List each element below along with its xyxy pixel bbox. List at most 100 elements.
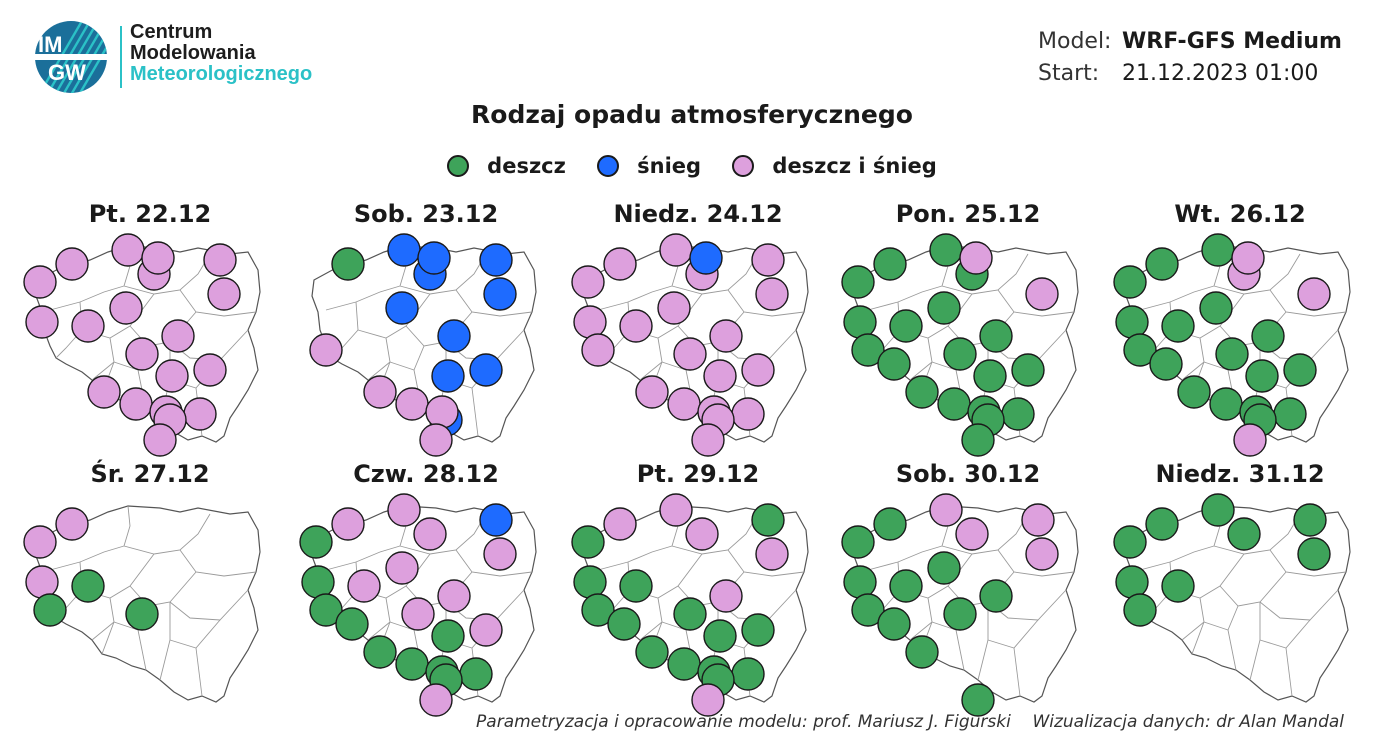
region-border <box>123 505 131 547</box>
precip-marker-rain <box>943 337 977 371</box>
precip-marker-rain <box>299 525 333 559</box>
precip-marker-rain <box>635 635 669 669</box>
precip-marker-mixed <box>55 507 89 541</box>
precip-marker-mixed <box>755 537 789 571</box>
precip-marker-mixed <box>1021 503 1055 537</box>
precip-marker-rain <box>703 619 737 653</box>
logo-text-top: IM <box>38 32 62 57</box>
org-line-3: Meteorologicznego <box>130 63 313 85</box>
precip-marker-rain <box>301 565 335 599</box>
precip-marker-rain <box>1297 537 1331 571</box>
precip-marker-snow <box>417 241 451 275</box>
precip-marker-mixed <box>309 333 343 367</box>
precip-marker-rain <box>889 309 923 343</box>
region-border <box>179 549 257 577</box>
precip-marker-mixed <box>1025 537 1059 571</box>
precip-marker-rain <box>1251 319 1285 353</box>
precip-marker-rain <box>1011 353 1045 387</box>
footer-credit-model: Parametryzacja i opracowanie modelu: pro… <box>476 712 1011 732</box>
precip-marker-mixed <box>71 309 105 343</box>
precip-marker-rain <box>71 569 105 603</box>
legend-dot-snow <box>597 155 620 177</box>
precip-marker-rain <box>619 569 653 603</box>
precip-marker-rain <box>731 657 765 691</box>
region-border <box>1181 361 1205 381</box>
forecast-panel: Niedz. 31.12 <box>1110 460 1370 720</box>
day-label: Niedz. 31.12 <box>1155 460 1325 488</box>
region-border <box>91 621 115 641</box>
legend-dot-mixed <box>732 155 755 177</box>
precip-marker-rain <box>929 233 963 267</box>
precip-marker-rain <box>873 507 907 541</box>
precip-marker-rain <box>33 593 67 627</box>
region-border <box>1139 545 1215 571</box>
logo-text-bottom: GW <box>48 60 86 85</box>
start-value: 21.12.2023 01:00 <box>1122 61 1319 86</box>
precip-marker-rain <box>843 305 877 339</box>
precip-marker-mixed <box>685 517 719 551</box>
region-border <box>471 387 479 437</box>
precip-marker-rain <box>1161 569 1195 603</box>
precip-marker-mixed <box>155 359 189 393</box>
precip-marker-rain <box>1209 387 1243 421</box>
precip-marker-mixed <box>667 387 701 421</box>
precip-marker-rain <box>309 593 343 627</box>
model-label: Model: <box>1038 29 1112 54</box>
region-border <box>367 621 391 641</box>
imgw-logo: IM GW <box>34 20 108 98</box>
forecast-panel: Wt. 26.12 <box>1110 200 1370 460</box>
precip-marker-mixed <box>363 375 397 409</box>
region-border <box>49 285 125 311</box>
precip-marker-rain <box>1123 333 1157 367</box>
poland-map <box>309 233 537 457</box>
precip-marker-mixed <box>111 233 145 267</box>
precip-marker-mixed <box>635 375 669 409</box>
precip-marker-mixed <box>709 319 743 353</box>
precip-marker-rain <box>927 551 961 585</box>
region-border <box>455 289 533 317</box>
region-border <box>137 629 147 671</box>
precip-marker-rain <box>979 319 1013 353</box>
precip-marker-rain <box>331 247 365 281</box>
region-border <box>867 285 943 311</box>
legend-dot-rain <box>447 155 470 177</box>
precip-marker-mixed <box>955 517 989 551</box>
region-border <box>1285 647 1293 697</box>
precip-marker-mixed <box>581 333 615 367</box>
precip-marker-mixed <box>691 683 725 717</box>
precip-marker-mixed <box>709 579 743 613</box>
precip-marker-rain <box>1215 337 1249 371</box>
region-border <box>955 629 965 671</box>
precip-marker-mixed <box>659 493 693 527</box>
precip-marker-snow <box>483 277 517 311</box>
precip-marker-mixed <box>125 337 159 371</box>
precip-marker-rain <box>943 597 977 631</box>
precip-marker-rain <box>1293 503 1327 537</box>
precip-marker-mixed <box>23 265 57 299</box>
precip-marker-rain <box>573 565 607 599</box>
precip-marker-rain <box>877 347 911 381</box>
precip-marker-rain <box>973 359 1007 393</box>
precip-marker-rain <box>877 607 911 641</box>
precip-marker-mixed <box>161 319 195 353</box>
org-name: Centrum Modelowania Meteorologicznego <box>130 22 312 85</box>
precip-marker-mixed <box>141 241 175 275</box>
precip-marker-mixed <box>419 423 453 457</box>
precip-marker-mixed <box>109 291 143 325</box>
precip-marker-rain <box>1245 359 1279 393</box>
legend-item-snow: śnieg <box>597 154 701 178</box>
region-border <box>909 621 933 641</box>
region-border <box>325 285 401 311</box>
precip-marker-rain <box>851 333 885 367</box>
region-border <box>727 549 805 577</box>
precip-marker-mixed <box>691 423 725 457</box>
legend-label-snow: śnieg <box>637 154 702 178</box>
precip-marker-mixed <box>741 353 775 387</box>
region-border <box>1181 621 1205 641</box>
precip-marker-mixed <box>483 537 517 571</box>
precip-marker-mixed <box>751 243 785 277</box>
poland-map <box>571 493 809 717</box>
precip-marker-rain <box>459 657 493 691</box>
precip-marker-mixed <box>1297 277 1331 311</box>
region-border <box>169 589 249 621</box>
